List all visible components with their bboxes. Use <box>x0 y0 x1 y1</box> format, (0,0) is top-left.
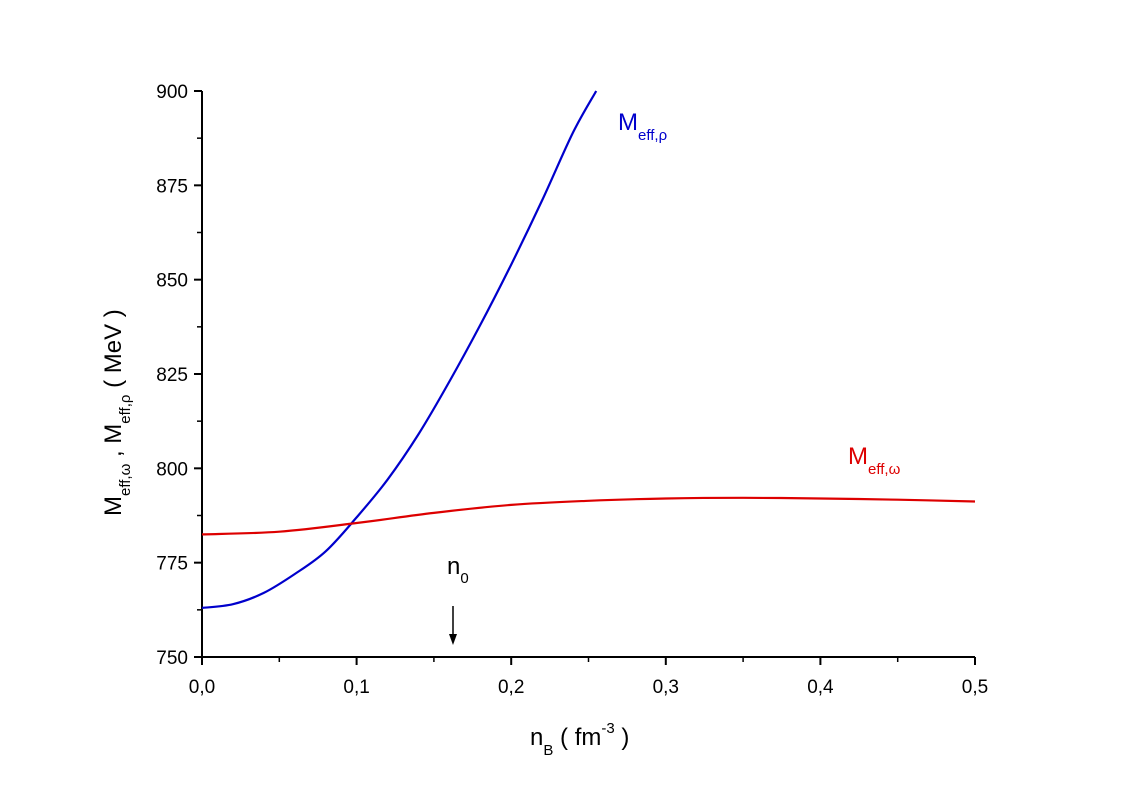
annotation-n0: n0 <box>447 553 469 587</box>
annotation-n0-main: n <box>447 553 460 580</box>
x-axis-title-sub: B <box>543 742 553 759</box>
y-tick-label: 825 <box>156 365 188 386</box>
y-tick-label: 775 <box>156 554 188 575</box>
x-axis-title: nB ( fm-3 ) <box>530 720 629 759</box>
series-label-rho-main: M <box>618 109 638 136</box>
y-axis-title-m1: M <box>100 496 127 516</box>
annotation-n0-sub: 0 <box>460 570 468 587</box>
y-axis-title-s1: eff,ω <box>117 463 134 496</box>
y-axis-title-unit: ( MeV ) <box>100 309 127 394</box>
x-tick-label: 0,1 <box>343 677 369 698</box>
x-tick-label: 0,4 <box>807 677 834 698</box>
series-line-rho <box>201 90 598 609</box>
y-tick-label: 750 <box>156 648 188 669</box>
y-axis-title-m2: M <box>100 424 127 444</box>
x-axis-title-rest: ( fm <box>553 724 601 751</box>
y-axis-title-s2: eff,ρ <box>117 395 134 424</box>
y-tick-label: 850 <box>156 271 188 292</box>
x-tick-label: 0,2 <box>498 677 524 698</box>
y-tick-label: 800 <box>156 459 188 480</box>
x-tick-label: 0,5 <box>962 677 988 698</box>
series-label-omega-main: M <box>848 443 868 470</box>
series-label-rho: Meff,ρ <box>618 109 667 144</box>
x-axis-title-sup: -3 <box>601 720 614 737</box>
series-line-omega <box>201 496 976 536</box>
y-tick-label: 875 <box>156 176 188 197</box>
series-label-rho-sub: eff,ρ <box>638 127 667 144</box>
x-axis-title-main: n <box>530 724 543 751</box>
y-axis-title: Meff,ω , Meff,ρ ( MeV ) <box>100 309 134 516</box>
x-tick-label: 0,0 <box>189 677 215 698</box>
x-axis-title-end: ) <box>615 724 630 751</box>
series-lines <box>201 90 976 609</box>
y-axis-title-sep: , <box>100 444 127 464</box>
y-tick-label: 900 <box>156 82 188 103</box>
x-tick-label: 0,3 <box>653 677 679 698</box>
series-label-omega-sub: eff,ω <box>868 461 901 478</box>
series-label-omega: Meff,ω <box>848 443 901 478</box>
annotation-arrow <box>449 606 457 645</box>
tick-labels: 0,0 0,1 0,2 0,3 0,4 0,5 750 775 800 825 850 875 900 <box>156 82 988 698</box>
tick-marks <box>194 90 976 665</box>
